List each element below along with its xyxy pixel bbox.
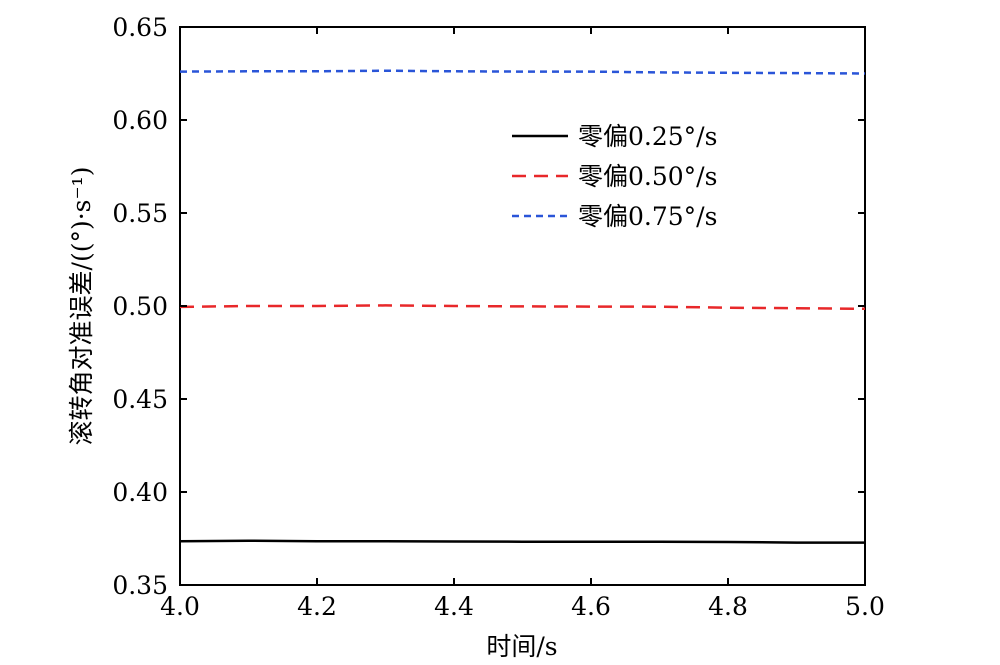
legend: 零偏0.25°/s 零偏0.50°/s 零偏0.75°/s xyxy=(512,122,717,231)
x-tick-label: 4.8 xyxy=(708,592,748,621)
y-tick-label: 0.35 xyxy=(112,571,168,600)
y-tick-label: 0.45 xyxy=(112,385,168,414)
y-tick-label: 0.65 xyxy=(112,13,168,42)
y-tick-label: 0.50 xyxy=(112,292,168,321)
y-tick-label: 0.60 xyxy=(112,106,168,135)
x-axis-title: 时间/s xyxy=(486,632,557,661)
y-tick-label: 0.55 xyxy=(112,199,168,228)
series-line-3 xyxy=(179,69,866,75)
x-tick-label: 4.2 xyxy=(297,592,337,621)
legend-label-2: 零偏0.50°/s xyxy=(578,162,717,191)
legend-label-3: 零偏0.75°/s xyxy=(578,202,717,231)
legend-label-1: 零偏0.25°/s xyxy=(578,122,717,151)
y-tick-label: 0.40 xyxy=(112,478,168,507)
x-tick-label: 4.4 xyxy=(434,592,474,621)
y-axis-title: 滚转角对准误差/((°)·s⁻¹) xyxy=(67,167,96,446)
series-line-2 xyxy=(179,304,866,311)
series-line-1 xyxy=(179,539,865,544)
x-tick-label: 4.6 xyxy=(571,592,611,621)
x-tick-label: 4.0 xyxy=(160,592,200,621)
series-layer xyxy=(179,69,866,544)
ticks-layer: 4.0 4.2 4.4 4.6 4.8 5.0 0.35 0.40 0.45 0.50 0.55 0.… xyxy=(112,13,885,621)
x-tick-label: 5.0 xyxy=(845,592,885,621)
